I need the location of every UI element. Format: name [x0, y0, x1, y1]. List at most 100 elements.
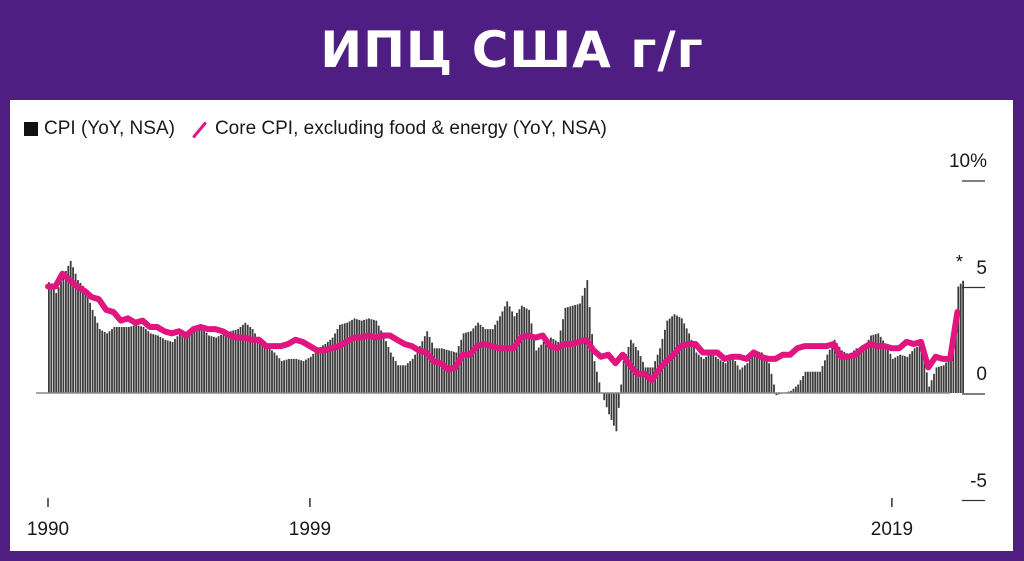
cpi-bar [678, 317, 681, 393]
core-legend-label: Core CPI, excluding food & energy (YoY, … [214, 118, 607, 139]
cpi-bar [254, 333, 256, 393]
cpi-bar [244, 322, 247, 393]
cpi-bar [370, 319, 373, 393]
cpi-bar [761, 352, 763, 393]
cpi-bar [77, 280, 79, 393]
cpi-bar [680, 318, 683, 393]
cpi-bar [872, 334, 875, 393]
cpi-bar [911, 351, 914, 393]
y-axis-label: -5 [970, 470, 987, 492]
cpi-bar [438, 348, 441, 393]
cpi-bar [147, 331, 150, 393]
cpi-bar [154, 334, 157, 393]
cpi-bar [870, 335, 872, 393]
cpi-bar [714, 356, 717, 393]
cpi-bar [729, 358, 732, 393]
cpi-bar [707, 354, 710, 393]
cpi-bar [942, 365, 945, 393]
cpi-bar [472, 328, 475, 393]
cpi-bar [246, 324, 249, 393]
cpi-bar [159, 336, 162, 393]
cpi-bar [838, 346, 841, 393]
cpi-bar [617, 393, 620, 408]
cpi-bar [297, 359, 300, 393]
cpi-bar [894, 357, 897, 393]
cpi-bar [288, 358, 290, 393]
cpi-bar [96, 322, 99, 393]
cpi-bar [574, 305, 576, 393]
cpi-bar [292, 358, 295, 393]
cpi-bar [591, 334, 593, 393]
cpi-bar [627, 346, 630, 393]
cpi-bar [545, 340, 547, 393]
cpi-bar [739, 369, 741, 393]
cpi-bar [542, 341, 545, 393]
cpi-bar [717, 358, 720, 393]
cpi-bar [404, 365, 407, 393]
cpi-bar [613, 393, 615, 426]
cpi-bar [935, 367, 938, 393]
cpi-bar [489, 329, 492, 393]
cpi-bar [62, 275, 65, 394]
cpi-bar [322, 345, 324, 393]
cpi-bar [132, 325, 135, 394]
cpi-bar [811, 371, 814, 393]
cpi-bar [734, 361, 737, 394]
cpi-bar [220, 334, 222, 393]
cpi-bar [824, 360, 826, 393]
cpi-bar [586, 280, 589, 393]
cpi-bar [440, 348, 443, 393]
cpi-bar [91, 309, 94, 393]
cpi-bar [229, 331, 232, 393]
page-title: ИПЦ США г/г [320, 21, 704, 79]
cpi-bar [807, 371, 809, 393]
cpi-bar [414, 354, 416, 393]
cpi-bar [130, 326, 133, 393]
cpi-bar [891, 358, 894, 393]
cpi-bar [382, 335, 385, 393]
cpi-bar [48, 282, 50, 393]
cpi-bar [263, 344, 266, 393]
cpi-bar [188, 334, 191, 393]
cpi-bar [365, 319, 368, 393]
cpi-bar [307, 358, 310, 393]
cpi-bar [266, 346, 269, 393]
cpi-bar [550, 337, 552, 393]
cpi-bar [261, 343, 264, 393]
cpi-bar [203, 329, 205, 393]
cpi-bar [841, 350, 843, 393]
cpi-bar [765, 359, 768, 393]
cpi-bar [465, 332, 467, 393]
cpi-bar [477, 322, 479, 393]
cpi-bar [55, 292, 58, 393]
cpi-bar [171, 341, 174, 393]
cpi-bar [768, 363, 770, 393]
cpi-bar [145, 329, 147, 393]
cpi-bar [605, 393, 608, 408]
cpi-bar [389, 352, 392, 393]
cpi-bar [700, 356, 703, 393]
cpi-bar [511, 311, 513, 394]
cpi-bar [581, 295, 584, 393]
cpi-bar [593, 361, 596, 394]
cpi-bar [115, 327, 118, 393]
cpi-bar [848, 354, 851, 393]
cpi-bar [906, 356, 909, 393]
cpi-bar [356, 319, 358, 393]
cpi-bar [751, 354, 754, 393]
cpi-bar [450, 351, 453, 393]
x-axis-label: 1990 [26, 519, 70, 540]
cpi-bar [86, 295, 89, 393]
cpi-bar [693, 346, 695, 393]
cpi-bar [683, 323, 686, 393]
cpi-bar [620, 384, 623, 393]
cpi-bar [428, 336, 431, 393]
cpi-bar [329, 339, 332, 394]
x-axis-label: 2019 [870, 519, 914, 540]
cpi-bar [950, 356, 952, 393]
cpi-bar [799, 380, 802, 393]
cpi-bar [195, 329, 198, 393]
cpi-bar [368, 318, 370, 393]
cpi-bar [423, 336, 426, 393]
